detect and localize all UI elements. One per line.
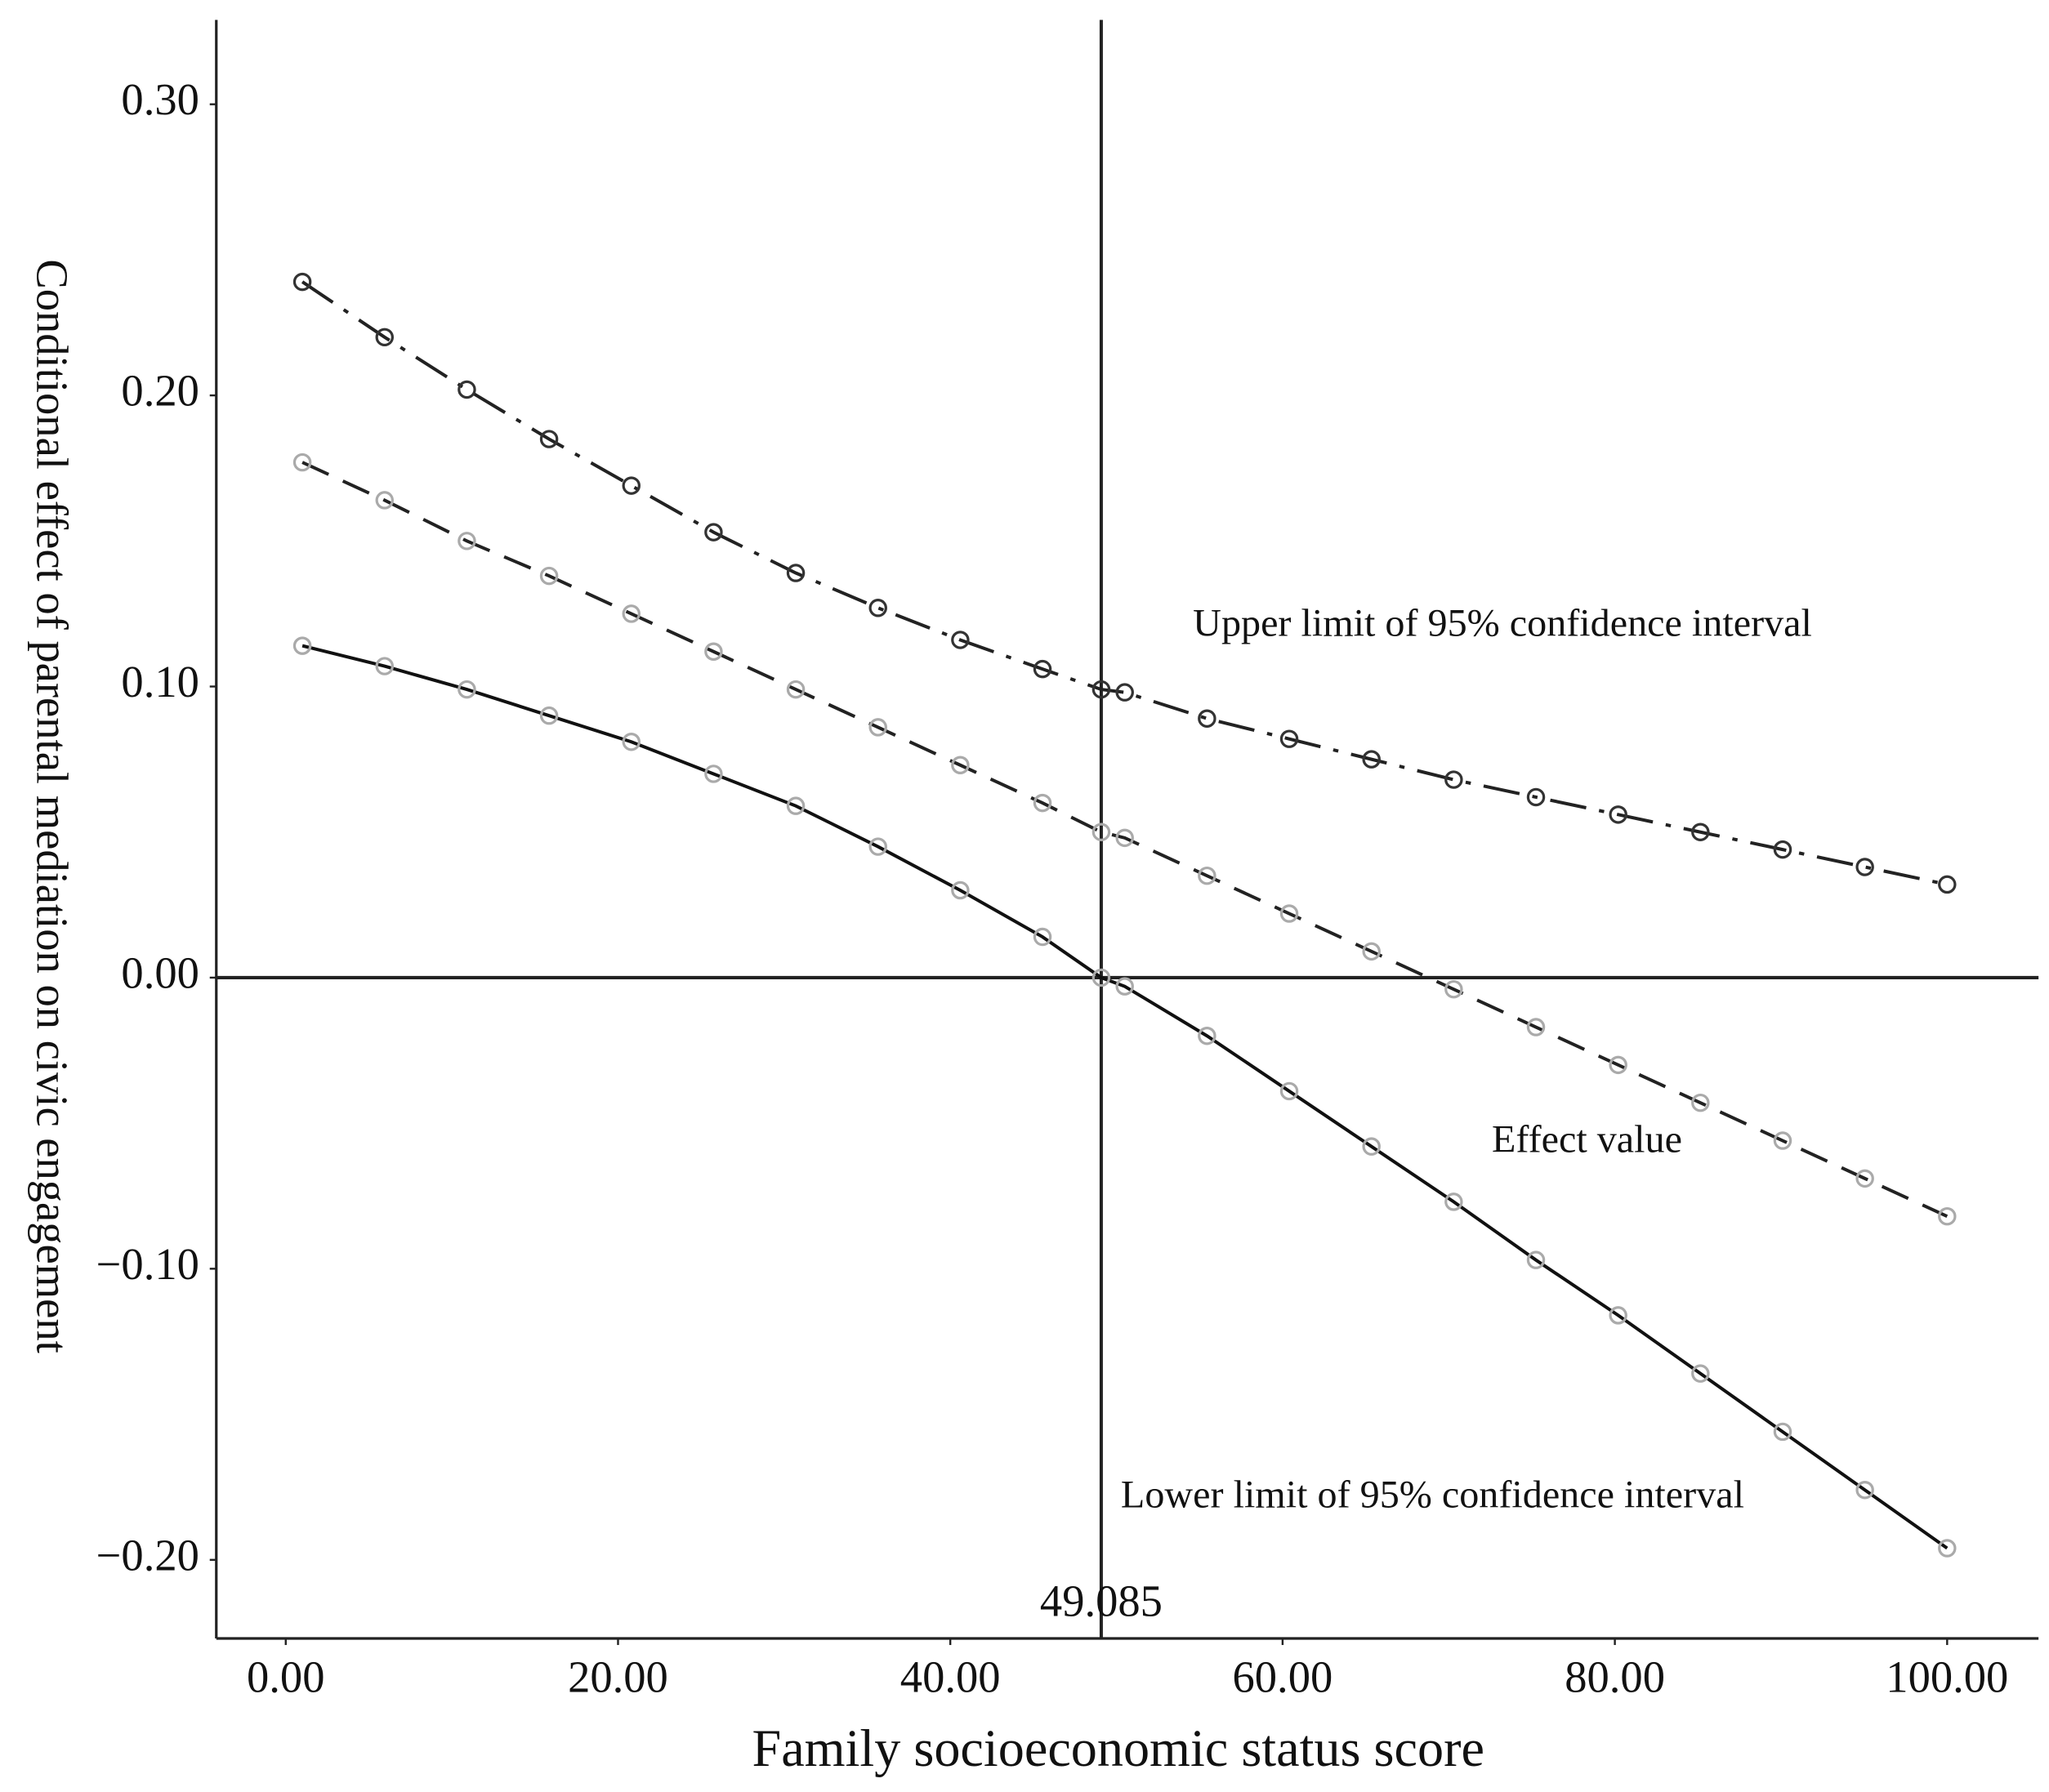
y-tick-label: 0.10 <box>121 657 199 707</box>
y-tick-label: −0.10 <box>96 1239 199 1289</box>
data-point <box>1609 1055 1627 1075</box>
data-point <box>539 566 559 586</box>
series-line <box>301 461 1949 1219</box>
data-point <box>1938 875 1957 894</box>
series-line <box>301 280 1948 886</box>
data-point <box>458 680 476 699</box>
y-tick-label: −0.20 <box>96 1530 199 1580</box>
data-point <box>1198 866 1216 885</box>
data-point <box>1033 927 1052 947</box>
data-point <box>786 564 806 582</box>
x-tick-label: 60.00 <box>1233 1652 1333 1701</box>
y-tick-label: 0.00 <box>121 947 199 997</box>
data-point <box>458 532 476 551</box>
data-point <box>1362 750 1381 769</box>
x-tick-label: 0.00 <box>247 1652 324 1701</box>
data-point <box>704 523 723 542</box>
data-point <box>1773 1422 1792 1442</box>
data-point <box>704 764 723 783</box>
data-point <box>1279 1081 1299 1101</box>
data-point <box>292 272 312 292</box>
data-point <box>1091 680 1111 699</box>
data-point <box>1115 683 1134 702</box>
data-point <box>951 880 970 900</box>
data-point <box>375 328 394 347</box>
data-point <box>539 430 559 448</box>
data-point <box>1773 1131 1792 1150</box>
data-point <box>1444 979 1463 999</box>
data-point <box>1444 1192 1463 1211</box>
data-point <box>292 636 312 655</box>
x-axis-title: Family socioeconomic status score <box>752 1719 1484 1777</box>
data-point <box>458 380 476 399</box>
series-label: Upper limit of 95% confidence interval <box>1193 601 1812 644</box>
data-point <box>1938 1206 1957 1226</box>
data-point <box>1609 1306 1627 1325</box>
data-point <box>1855 858 1874 876</box>
data-point <box>622 604 641 623</box>
x-tick-label: 20.00 <box>568 1652 668 1701</box>
x-tick-label: 40.00 <box>900 1652 1001 1701</box>
data-point <box>1279 729 1299 748</box>
data-point <box>1444 770 1463 789</box>
data-point <box>1091 968 1111 987</box>
data-point <box>1091 822 1111 841</box>
data-point <box>1526 1250 1546 1269</box>
data-point <box>1279 904 1299 923</box>
data-point <box>1198 709 1216 728</box>
data-point <box>1855 1169 1874 1188</box>
data-point <box>1115 828 1134 848</box>
data-point <box>1526 1018 1546 1036</box>
reference-label: 49.085 <box>1040 1576 1163 1625</box>
y-axis-title: Conditional effect of parental mediation… <box>27 259 77 1353</box>
data-point <box>622 733 641 751</box>
data-point <box>1115 977 1134 996</box>
data-point <box>951 631 970 649</box>
data-point <box>786 796 806 815</box>
series-label: Effect value <box>1492 1118 1682 1161</box>
x-tick-label: 80.00 <box>1565 1652 1665 1701</box>
series-label: Lower limit of 95% confidence interval <box>1121 1473 1744 1516</box>
data-point <box>704 642 723 661</box>
y-tick-label: 0.30 <box>121 74 199 124</box>
data-point <box>1198 1026 1216 1045</box>
data-point <box>1033 659 1052 679</box>
x-tick-label: 100.00 <box>1886 1652 2008 1701</box>
y-tick-label: 0.20 <box>121 366 199 416</box>
data-point <box>375 657 394 675</box>
data-point <box>1938 1539 1957 1558</box>
data-point <box>951 756 970 774</box>
data-point <box>292 452 312 472</box>
data-point <box>868 718 887 737</box>
data-point <box>375 491 394 510</box>
data-point <box>1855 1481 1874 1500</box>
data-point <box>1691 1364 1710 1383</box>
data-point <box>868 837 887 856</box>
data-point <box>1773 840 1792 859</box>
data-point <box>1691 822 1710 841</box>
data-point <box>1362 1137 1381 1156</box>
data-point <box>868 599 887 617</box>
data-point <box>1691 1093 1710 1112</box>
data-point <box>1033 793 1052 813</box>
data-point <box>1609 805 1627 824</box>
data-point <box>786 680 806 699</box>
data-point <box>1362 942 1381 961</box>
data-point <box>1526 787 1546 807</box>
data-point <box>539 706 559 725</box>
series-line <box>301 644 1949 1550</box>
data-point <box>622 476 641 495</box>
